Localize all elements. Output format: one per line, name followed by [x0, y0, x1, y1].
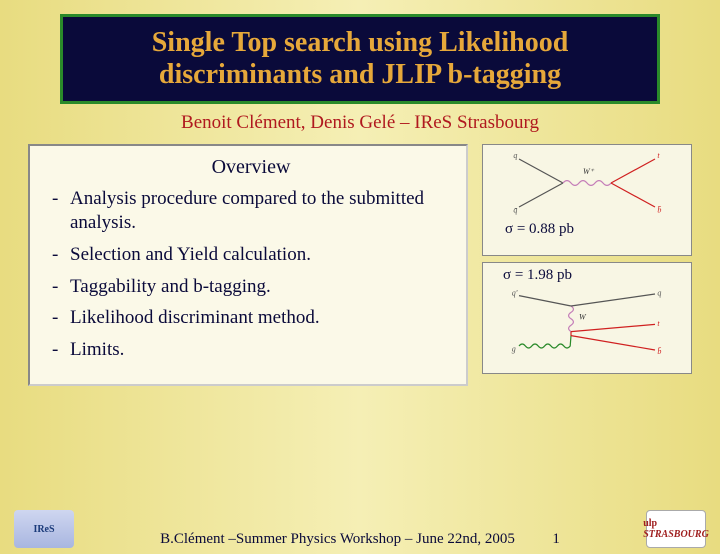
slide-title: Single Top search using Likelihood discr… — [81, 27, 639, 91]
list-item: Analysis procedure compared to the submi… — [52, 187, 450, 235]
svg-text:b̄: b̄ — [657, 347, 661, 356]
cross-section-1: σ = 0.88 pb — [485, 219, 689, 240]
feynman-diagram-s-channel: q q̄ W⁺ t b̄ σ = 0.88 pb — [482, 144, 692, 256]
overview-box: Overview Analysis procedure compared to … — [28, 144, 468, 386]
overview-list: Analysis procedure compared to the submi… — [52, 187, 450, 362]
svg-text:b̄: b̄ — [657, 206, 661, 215]
list-item: Selection and Yield calculation. — [52, 243, 450, 267]
list-item: Likelihood discriminant method. — [52, 306, 450, 330]
feynman-svg-2: q' g W q t b̄ — [485, 286, 689, 358]
authors-line: Benoit Clément, Denis Gelé – IReS Strasb… — [0, 112, 720, 134]
footer-text: B.Clément –Summer Physics Workshop – Jun… — [160, 531, 515, 547]
diagrams-column: q q̄ W⁺ t b̄ σ = 0.88 pb σ = 1.98 pb q' … — [482, 144, 692, 386]
page-number: 1 — [552, 531, 560, 547]
svg-text:q: q — [513, 152, 517, 161]
list-item: Taggability and b-tagging. — [52, 275, 450, 299]
svg-text:q̄: q̄ — [513, 206, 517, 215]
svg-text:q: q — [657, 289, 661, 298]
content-row: Overview Analysis procedure compared to … — [0, 144, 720, 386]
svg-text:W⁺: W⁺ — [583, 168, 595, 177]
feynman-diagram-t-channel: σ = 1.98 pb q' g W q t b̄ — [482, 262, 692, 374]
list-item: Limits. — [52, 338, 450, 362]
svg-text:q': q' — [512, 289, 518, 298]
svg-text:t: t — [657, 319, 660, 328]
svg-text:t: t — [657, 152, 660, 161]
feynman-svg-1: q q̄ W⁺ t b̄ — [485, 147, 689, 219]
svg-text:g: g — [512, 345, 516, 354]
cross-section-2: σ = 1.98 pb — [485, 265, 689, 286]
logo-ulp-text: ulp — [643, 518, 709, 529]
logo-ires: IReS — [14, 510, 74, 548]
overview-heading: Overview — [52, 156, 450, 179]
title-box: Single Top search using Likelihood discr… — [60, 14, 660, 104]
svg-text:W: W — [579, 313, 587, 322]
footer: IReS B.Clément –Summer Physics Workshop … — [0, 510, 720, 548]
logo-ulp: ulp STRASBOURG — [646, 510, 706, 548]
logo-ires-text: IReS — [33, 524, 54, 535]
logo-ulp-sub: STRASBOURG — [643, 529, 709, 540]
